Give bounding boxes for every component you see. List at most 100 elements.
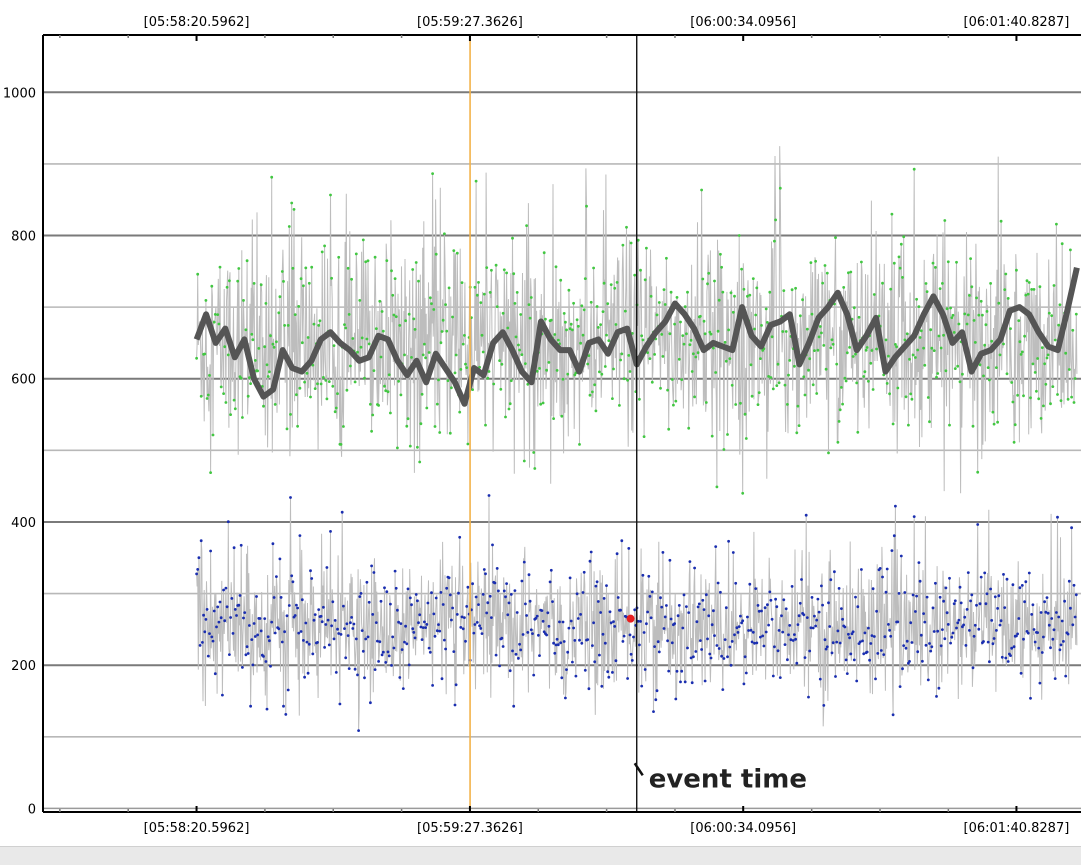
- y-tick-label: 0: [28, 802, 36, 817]
- series-0-point: [508, 402, 512, 406]
- series-1-point: [401, 687, 405, 690]
- series-0-point: [237, 267, 241, 270]
- series-1-point: [1039, 611, 1043, 614]
- series-1-point: [1070, 526, 1073, 530]
- series-1-point: [268, 639, 271, 643]
- series-0-point: [917, 305, 921, 308]
- series-1-point: [366, 635, 370, 639]
- series-1-point: [1073, 615, 1077, 619]
- series-1-point: [1036, 631, 1039, 634]
- series-1-point: [659, 596, 662, 600]
- series-1-point: [399, 622, 403, 625]
- series-1-point: [416, 599, 419, 603]
- series-0-point: [410, 356, 413, 359]
- series-0-point: [709, 332, 713, 336]
- series-1-point: [249, 704, 253, 708]
- series-1-point: [511, 649, 514, 653]
- series-1-point: [555, 637, 559, 641]
- series-1-point: [844, 658, 848, 662]
- series-1-point: [1027, 571, 1031, 575]
- series-1-point: [385, 590, 389, 594]
- series-1-point: [235, 614, 238, 617]
- series-0-point: [860, 260, 863, 264]
- series-0-point: [569, 322, 573, 326]
- series-0-point: [934, 266, 937, 269]
- series-0-point: [706, 282, 709, 286]
- series-0-point: [1055, 222, 1058, 226]
- series-0-point: [228, 279, 231, 283]
- series-1-point: [975, 603, 978, 607]
- series-0-point: [995, 366, 998, 369]
- series-0-point: [784, 330, 788, 333]
- series-0-point: [204, 299, 208, 302]
- series-0-point: [251, 338, 255, 342]
- series-1-point: [282, 704, 285, 708]
- series-1-point: [364, 637, 368, 641]
- series-0-point: [847, 271, 850, 275]
- series-0-point: [771, 387, 775, 391]
- series-0-point: [487, 370, 491, 373]
- series-1-point: [595, 580, 599, 584]
- series-1-point: [311, 652, 315, 656]
- series-1-point: [626, 677, 629, 680]
- series-1-point: [466, 585, 470, 589]
- highlight-point: [626, 614, 635, 623]
- series-0-point: [838, 408, 842, 412]
- series-1-point: [1055, 611, 1058, 614]
- series-1-point: [266, 635, 270, 639]
- series-0-point: [567, 288, 571, 292]
- series-1-point: [333, 619, 337, 622]
- series-0-point: [509, 379, 513, 383]
- series-0-point: [241, 416, 244, 419]
- series-1-point: [1026, 631, 1030, 635]
- series-1-point: [559, 641, 563, 645]
- series-1-point: [953, 599, 957, 603]
- series-1-point: [721, 688, 725, 691]
- series-1-point: [410, 603, 413, 607]
- series-0-point: [593, 383, 597, 387]
- series-1-point: [831, 641, 835, 645]
- series-1-point: [353, 667, 357, 671]
- series-1-point: [217, 620, 221, 624]
- series-0-point: [586, 362, 590, 366]
- series-1-point: [413, 636, 417, 640]
- series-0-point: [1044, 382, 1048, 386]
- series-0-point: [210, 284, 214, 288]
- series-0-point: [418, 460, 422, 464]
- series-1-point: [574, 674, 578, 678]
- series-0-point: [955, 260, 958, 264]
- series-0-point: [851, 355, 855, 358]
- series-1-point: [549, 568, 553, 572]
- series-1-point: [646, 610, 649, 614]
- series-0-point: [926, 396, 930, 399]
- series-1-point: [817, 610, 821, 614]
- series-0-point: [302, 284, 305, 288]
- series-0-point: [245, 259, 249, 263]
- series-0-point: [539, 402, 543, 406]
- series-1-point: [1029, 696, 1032, 700]
- series-0-point: [213, 313, 217, 316]
- series-1-point: [554, 643, 558, 647]
- series-1-point: [263, 617, 267, 620]
- series-1-point: [650, 590, 654, 594]
- series-1-point: [749, 628, 753, 632]
- series-1-point: [296, 606, 299, 610]
- series-1-point: [612, 620, 615, 623]
- series-0-point: [1029, 396, 1032, 400]
- series-1-point: [320, 620, 324, 624]
- series-1-point: [761, 634, 765, 638]
- series-1-point: [295, 603, 298, 607]
- series-1-point: [486, 601, 490, 605]
- series-0-point: [423, 342, 426, 346]
- series-0-point: [895, 345, 898, 349]
- series-0-point: [985, 310, 989, 313]
- series-0-point: [339, 443, 343, 446]
- series-0-point: [1023, 334, 1026, 338]
- series-0-point: [1074, 312, 1078, 316]
- series-1-point: [431, 684, 434, 687]
- series-1-point: [791, 639, 795, 642]
- series-1-point: [834, 675, 837, 678]
- series-1-point: [751, 630, 755, 634]
- series-0-point: [587, 354, 591, 357]
- series-1-point: [518, 642, 521, 646]
